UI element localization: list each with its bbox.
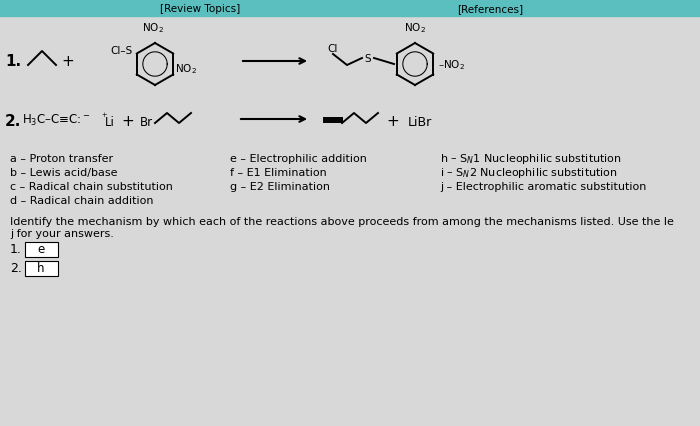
Text: j for your answers.: j for your answers. (10, 228, 114, 239)
Text: a – Proton transfer: a – Proton transfer (10, 154, 113, 164)
Text: LiBr: LiBr (408, 115, 433, 128)
Text: h: h (37, 262, 45, 275)
Text: g – E2 Elimination: g – E2 Elimination (230, 181, 330, 192)
Text: f – E1 Elimination: f – E1 Elimination (230, 167, 327, 178)
Text: NO$_2$: NO$_2$ (175, 62, 197, 76)
Text: +: + (62, 55, 74, 69)
Text: 1.: 1. (10, 243, 22, 256)
FancyBboxPatch shape (25, 261, 57, 276)
Bar (0, 0, 700, 17)
Text: Li: Li (105, 115, 115, 128)
Text: [Review Topics]: [Review Topics] (160, 4, 240, 14)
Text: $^+$: $^+$ (100, 112, 108, 122)
Text: e: e (37, 243, 45, 256)
Text: [References]: [References] (457, 4, 523, 14)
Text: Cl: Cl (328, 44, 338, 54)
Text: c – Radical chain substitution: c – Radical chain substitution (10, 181, 173, 192)
Text: Identify the mechanism by which each of the reactions above proceeds from among : Identify the mechanism by which each of … (10, 216, 674, 227)
Text: j – Electrophilic aromatic substitution: j – Electrophilic aromatic substitution (440, 181, 646, 192)
Text: +: + (122, 114, 134, 129)
Text: Cl–S: Cl–S (111, 46, 133, 56)
Text: i – S$_N$2 Nucleophilic substitution: i – S$_N$2 Nucleophilic substitution (440, 166, 618, 180)
Text: S: S (365, 54, 371, 64)
Text: NO$_2$: NO$_2$ (404, 21, 426, 35)
Text: 1.: 1. (5, 55, 21, 69)
FancyBboxPatch shape (25, 242, 57, 257)
Text: h – S$_N$1 Nucleophilic substitution: h – S$_N$1 Nucleophilic substitution (440, 152, 622, 166)
Text: Br: Br (140, 115, 153, 128)
Text: 2.: 2. (10, 262, 22, 275)
Text: 2.: 2. (5, 114, 22, 129)
Text: b – Lewis acid/base: b – Lewis acid/base (10, 167, 118, 178)
Text: +: + (386, 114, 400, 129)
Text: H$_3$C–C≡C:$^-$: H$_3$C–C≡C:$^-$ (22, 112, 90, 127)
Text: e – Electrophilic addition: e – Electrophilic addition (230, 154, 367, 164)
Text: d – Radical chain addition: d – Radical chain addition (10, 196, 153, 205)
Text: –NO$_2$: –NO$_2$ (438, 58, 465, 72)
Text: NO$_2$: NO$_2$ (142, 21, 164, 35)
